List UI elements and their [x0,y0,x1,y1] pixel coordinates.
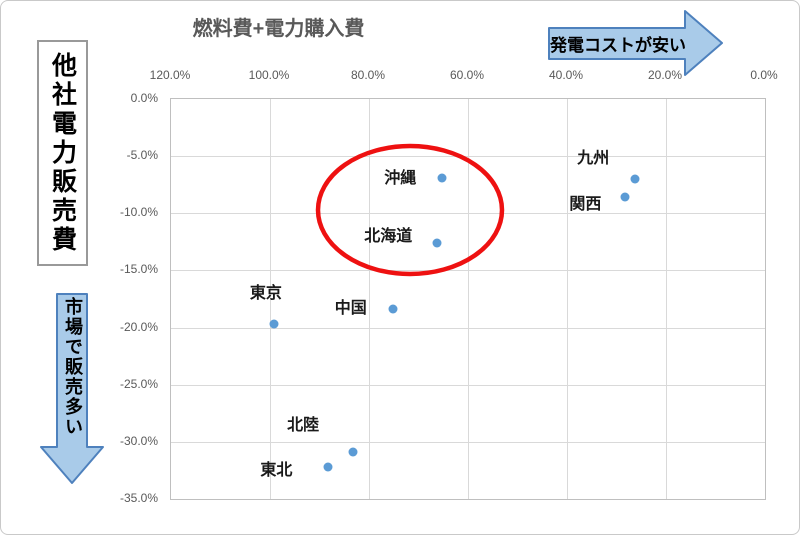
scatter-point-中国 [388,304,398,314]
scatter-point-北陸 [348,447,358,457]
right-arrow-label: 発電コストが安い [550,36,686,55]
gridline-vertical [666,99,667,499]
scatter-point-東京 [269,319,279,329]
down-arrow-label-wrap: 市場で販売多い [58,297,88,449]
x-tick-label: 0.0% [750,68,778,82]
y-tick-label: -10.0% [119,205,158,220]
x-tick-label: 120.0% [149,68,191,82]
point-label-東北: 東北 [260,462,293,480]
scatter-point-北海道 [432,238,442,248]
gridline-horizontal [171,441,765,443]
point-label-北陸: 北陸 [287,417,320,435]
point-label-中国: 中国 [334,300,367,318]
point-label-北海道: 北海道 [364,228,413,246]
gridline-horizontal [171,213,765,215]
x-tick-label: 100.0% [248,68,290,82]
gridline-horizontal [171,270,765,272]
x-tick-label: 40.0% [548,68,584,82]
gridline-vertical [369,99,370,499]
y-tick-label: -15.0% [119,262,158,277]
gridline-horizontal [171,156,765,158]
y-tick-label: -5.0% [126,148,158,163]
gridline-horizontal [171,327,765,329]
y-tick-label: -35.0% [119,491,158,505]
point-label-東京: 東京 [249,285,282,303]
y-tick-label: 0.0% [130,91,158,105]
scatter-point-九州 [630,174,640,184]
y-tick-label: -25.0% [119,376,158,391]
x-tick-label: 20.0% [647,68,683,82]
scatter-point-関西 [620,192,630,202]
gridline-vertical [567,99,568,499]
x-tick-label: 80.0% [350,68,386,82]
point-label-沖縄: 沖縄 [384,170,417,187]
gridline-vertical [468,99,469,499]
gridline-vertical [270,99,271,499]
point-label-九州: 九州 [577,150,610,168]
scatter-point-沖縄 [437,173,447,183]
x-tick-label: 60.0% [449,68,485,82]
y-tick-label: -20.0% [119,319,158,334]
gridline-horizontal [171,384,765,386]
point-label-関西: 関西 [569,196,602,214]
chart-title: 燃料費+電力購入費 [192,18,365,40]
left-axis-label: 他社電力販売費 [48,51,77,255]
left-axis-label-box: 他社電力販売費 [37,40,88,266]
down-arrow-label: 市場で販売多い [63,297,83,437]
y-tick-label: -30.0% [119,433,158,448]
scatter-point-東北 [323,462,333,472]
